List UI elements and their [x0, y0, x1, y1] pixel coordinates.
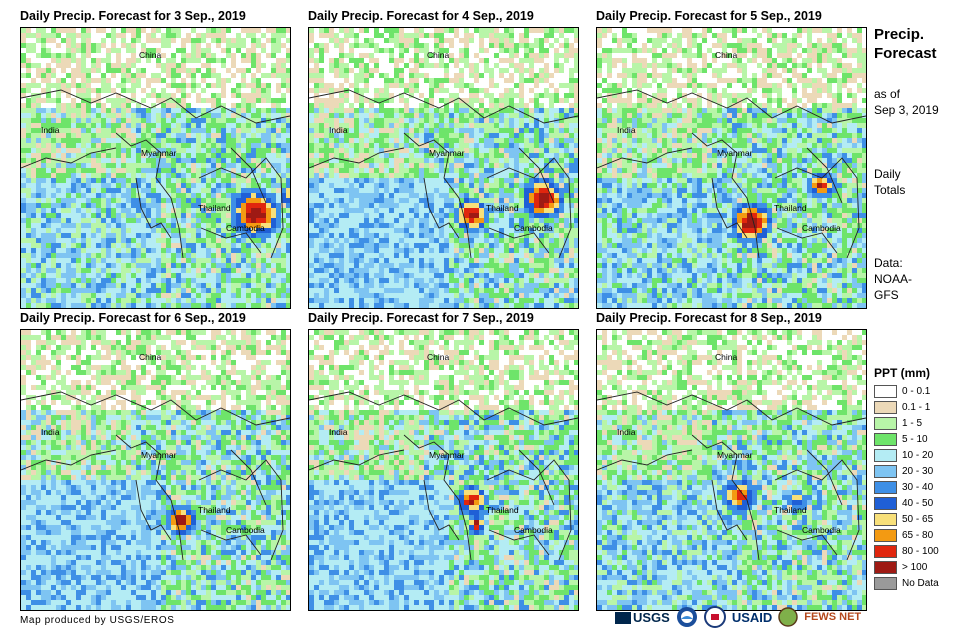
place-label-china: China — [139, 50, 162, 60]
place-label-myanmar: Myanmar — [429, 148, 465, 158]
place-label-cambodia: Cambodia — [802, 223, 841, 233]
legend-label: 5 - 10 — [902, 433, 928, 445]
legend-label: 0.1 - 1 — [902, 401, 931, 413]
place-label-thailand: Thailand — [774, 203, 807, 213]
legend-item: 0 - 0.1 — [874, 383, 939, 399]
legend-label: 1 - 5 — [902, 417, 923, 429]
legend-item: 65 - 80 — [874, 527, 939, 543]
legend-item: 80 - 100 — [874, 543, 939, 559]
daily-totals-text: Daily Totals — [874, 167, 906, 197]
place-label-china: China — [139, 352, 162, 362]
legend-swatch — [874, 416, 897, 430]
panel-title: Daily Precip. Forecast for 4 Sep., 2019 — [308, 9, 534, 23]
forecast-map-day-8: China India Myanmar Thailand Cambodia — [596, 329, 867, 611]
legend-item: 5 - 10 — [874, 431, 939, 447]
place-label-china: China — [715, 50, 738, 60]
legend-swatch — [874, 544, 897, 558]
legend-item: 0.1 - 1 — [874, 399, 939, 415]
panel-title: Daily Precip. Forecast for 5 Sep., 2019 — [596, 9, 822, 23]
legend-label: 80 - 100 — [902, 545, 939, 557]
legend-item: 40 - 50 — [874, 495, 939, 511]
legend-label: No Data — [902, 577, 939, 589]
legend-item: 50 - 65 — [874, 511, 939, 527]
credit-text: Map produced by USGS/EROS — [20, 615, 175, 626]
panel-title: Daily Precip. Forecast for 3 Sep., 2019 — [20, 9, 246, 23]
legend-item: 30 - 40 — [874, 479, 939, 495]
place-label-india: India — [617, 427, 636, 437]
place-label-cambodia: Cambodia — [802, 525, 841, 535]
fewsnet-globe-icon — [778, 607, 799, 627]
forecast-map-day-5: China India Myanmar Thailand Cambodia — [596, 27, 867, 309]
legend-swatch — [874, 512, 897, 526]
usaid-seal-icon — [703, 606, 726, 628]
as-of-text: as of Sep 3, 2019 — [874, 87, 939, 117]
place-label-india: India — [41, 427, 60, 437]
place-label-india: India — [329, 125, 348, 135]
legend-swatch — [874, 384, 897, 398]
legend-swatch — [874, 576, 897, 590]
logo-strip: USGS USAID FEWS NET — [615, 606, 861, 628]
legend-label: 30 - 40 — [902, 481, 934, 493]
place-label-india: India — [41, 125, 60, 135]
legend-label: 65 - 80 — [902, 529, 934, 541]
place-label-india: India — [617, 125, 636, 135]
legend-swatch — [874, 560, 897, 574]
legend-swatch — [874, 448, 897, 462]
side-title: Precip. Forecast — [874, 26, 937, 62]
panel-title: Daily Precip. Forecast for 8 Sep., 2019 — [596, 311, 822, 325]
legend-swatch — [874, 496, 897, 510]
place-label-china: China — [715, 352, 738, 362]
place-label-china: China — [427, 352, 450, 362]
legend-item: No Data — [874, 575, 939, 591]
legend: 0 - 0.1 0.1 - 1 1 - 5 5 - 10 10 - 20 20 - 30 3… — [874, 383, 939, 591]
legend-label: 0 - 0.1 — [902, 385, 931, 397]
forecast-map-day-7: China India Myanmar Thailand Cambodia — [308, 329, 579, 611]
legend-swatch — [874, 432, 897, 446]
forecast-map-day-4: China India Myanmar Thailand Cambodia — [308, 27, 579, 309]
legend-label: 40 - 50 — [902, 497, 934, 509]
place-label-cambodia: Cambodia — [514, 223, 553, 233]
place-label-thailand: Thailand — [486, 505, 519, 515]
legend-title: PPT (mm) — [874, 366, 931, 380]
place-label-myanmar: Myanmar — [429, 450, 465, 460]
fewsnet-logo: FEWS NET — [804, 611, 862, 623]
legend-swatch — [874, 480, 897, 494]
place-label-myanmar: Myanmar — [141, 450, 177, 460]
forecast-map-day-3: China India Myanmar Thailand Cambodia — [20, 27, 291, 309]
legend-swatch — [874, 464, 897, 478]
place-label-myanmar: Myanmar — [141, 148, 177, 158]
place-label-cambodia: Cambodia — [514, 525, 553, 535]
place-label-myanmar: Myanmar — [717, 450, 753, 460]
place-label-thailand: Thailand — [198, 203, 231, 213]
place-label-thailand: Thailand — [774, 505, 807, 515]
usaid-logo: USAID — [731, 609, 773, 625]
forecast-map-day-6: China India Myanmar Thailand Cambodia — [20, 329, 291, 611]
place-label-china: China — [427, 50, 450, 60]
panel-title: Daily Precip. Forecast for 6 Sep., 2019 — [20, 311, 246, 325]
place-label-thailand: Thailand — [486, 203, 519, 213]
usgs-logo: USGS — [615, 610, 670, 625]
legend-label: > 100 — [902, 561, 928, 573]
place-label-thailand: Thailand — [198, 505, 231, 515]
place-label-cambodia: Cambodia — [226, 223, 265, 233]
place-label-cambodia: Cambodia — [226, 525, 265, 535]
place-label-india: India — [329, 427, 348, 437]
legend-label: 20 - 30 — [902, 465, 934, 477]
legend-item: 10 - 20 — [874, 447, 939, 463]
legend-label: 10 - 20 — [902, 449, 934, 461]
noaa-logo-icon — [676, 607, 697, 627]
legend-item: > 100 — [874, 559, 939, 575]
legend-item: 1 - 5 — [874, 415, 939, 431]
data-source-text: Data: NOAA- GFS — [874, 256, 913, 302]
place-label-myanmar: Myanmar — [717, 148, 753, 158]
legend-item: 20 - 30 — [874, 463, 939, 479]
panel-title: Daily Precip. Forecast for 7 Sep., 2019 — [308, 311, 534, 325]
legend-swatch — [874, 528, 897, 542]
legend-label: 50 - 65 — [902, 513, 934, 525]
legend-swatch — [874, 400, 897, 414]
